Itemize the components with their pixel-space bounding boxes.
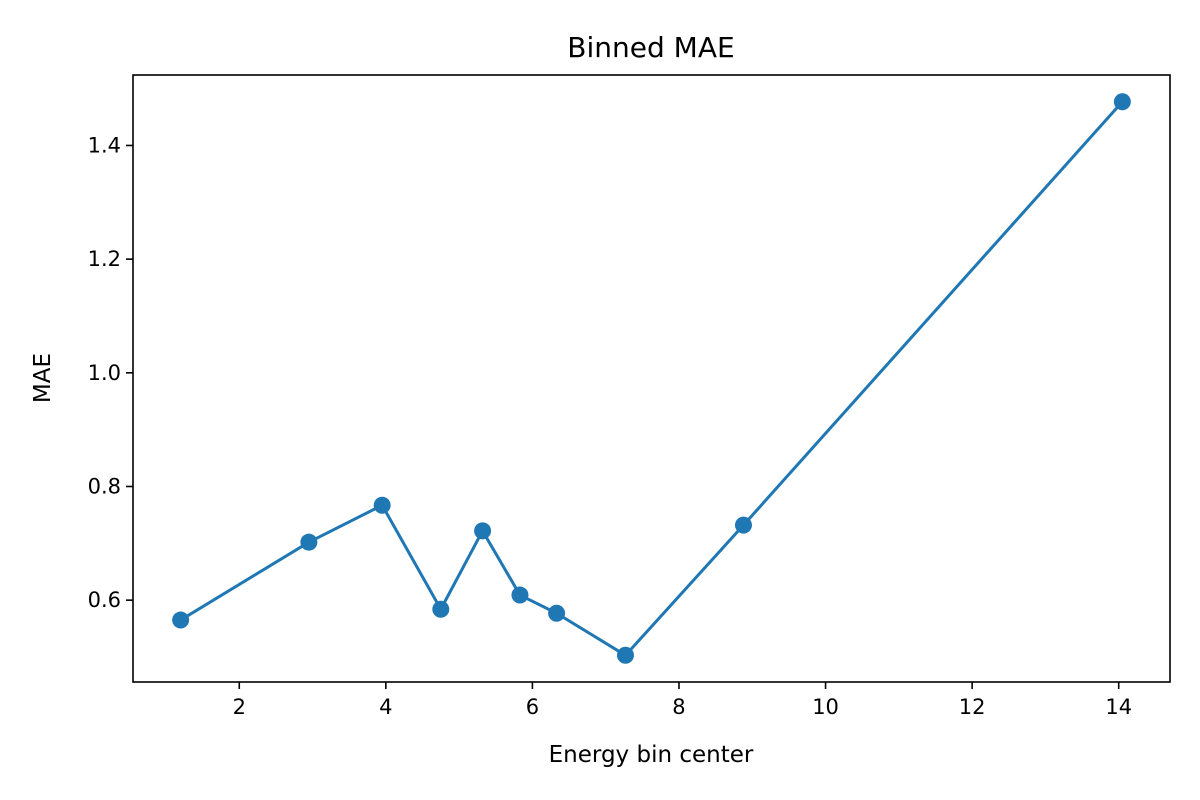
data-point <box>548 604 566 622</box>
x-axis-label: Energy bin center <box>549 742 754 768</box>
series-line <box>179 100 1124 657</box>
data-point <box>1113 93 1131 111</box>
data-point <box>734 516 752 534</box>
chart-title: Binned MAE <box>567 31 734 64</box>
data-point <box>373 496 391 514</box>
y-tick-label: 0.8 <box>88 474 121 498</box>
y-tick-label: 1.2 <box>88 247 121 271</box>
y-tick-label: 0.6 <box>88 588 121 612</box>
series-layer <box>172 93 1131 664</box>
data-point <box>474 522 492 540</box>
data-point <box>172 611 190 629</box>
data-point <box>511 586 529 604</box>
x-tick-label: 2 <box>233 695 246 719</box>
x-tick-label: 8 <box>672 695 685 719</box>
data-point <box>432 600 450 618</box>
y-axis-label: MAE <box>30 353 56 403</box>
x-axis: 2 4 6 8 10 12 14 <box>233 682 1132 719</box>
x-tick-label: 14 <box>1105 695 1132 719</box>
y-tick-label: 1.0 <box>88 361 121 385</box>
data-point <box>616 646 634 664</box>
y-tick-label: 1.4 <box>88 133 121 157</box>
x-tick-label: 4 <box>379 695 392 719</box>
data-point <box>300 533 318 551</box>
x-tick-label: 10 <box>812 695 839 719</box>
y-axis: 0.6 0.8 1.0 1.2 1.4 <box>88 133 133 612</box>
plot-area-frame <box>132 74 1171 683</box>
x-tick-label: 12 <box>959 695 986 719</box>
x-tick-label: 6 <box>526 695 539 719</box>
